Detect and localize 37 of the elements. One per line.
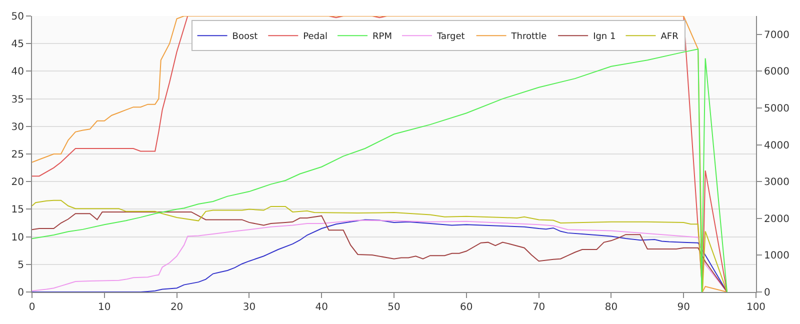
legend-label: Boost (232, 32, 258, 42)
legend-label: Ign 1 (593, 32, 616, 42)
legend-label: RPM (372, 32, 392, 42)
x-tick-label: 50 (388, 302, 400, 313)
y2-tick-label: 1000 (764, 250, 790, 262)
legend-label: Target (436, 32, 466, 42)
x-tick-label: 100 (746, 302, 766, 313)
y-tick-label: 15 (11, 204, 24, 216)
y2-tick-label: 2000 (764, 214, 790, 225)
x-tick-label: 10 (98, 302, 111, 313)
y2-tick-label: 3000 (764, 177, 790, 188)
x-tick-label: 20 (170, 302, 184, 313)
legend-label: Pedal (303, 32, 328, 42)
y2-tick-label: 0 (764, 288, 770, 298)
x-tick-label: 60 (460, 302, 473, 313)
y-tick-label: 25 (11, 150, 24, 160)
y-tick-label: 30 (11, 122, 24, 133)
legend-label: AFR (660, 32, 678, 42)
y-tick-label: 45 (11, 39, 24, 50)
y-tick-label: 20 (11, 177, 24, 188)
y2-tick-label: 5000 (764, 104, 790, 114)
x-tick-label: 30 (242, 302, 256, 313)
y-tick-label: 35 (11, 94, 24, 106)
y-tick-label: 5 (18, 260, 24, 271)
y2-tick-label: 7000 (764, 30, 790, 41)
x-tick-label: 40 (315, 302, 328, 313)
x-tick-label: 90 (677, 302, 690, 313)
y2-tick-label: 4000 (764, 140, 790, 152)
y-tick-label: 10 (11, 232, 24, 244)
y2-tick-label: 6000 (764, 66, 790, 78)
x-tick-label: 70 (532, 302, 546, 313)
y-tick-label: 40 (11, 66, 24, 78)
y-tick-label: 50 (11, 12, 24, 22)
x-tick-label: 80 (604, 302, 618, 313)
legend-label: Throttle (510, 32, 548, 42)
x-tick-label: 0 (28, 302, 36, 313)
y-tick-label: 0 (18, 288, 24, 298)
